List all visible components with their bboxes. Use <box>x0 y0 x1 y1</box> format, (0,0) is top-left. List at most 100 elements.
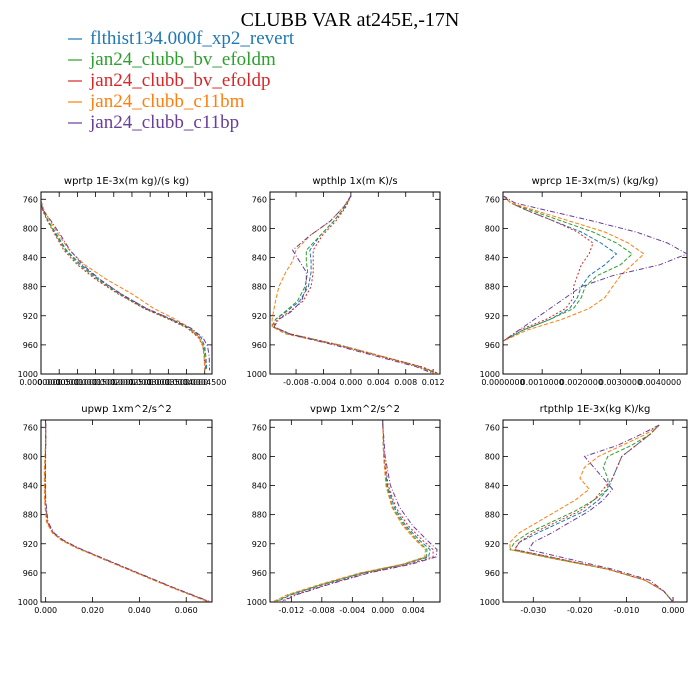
xtick-label: 0.0030000 <box>599 378 642 387</box>
series-line-1 <box>503 195 633 342</box>
legend: flthist134.000f_xp2_revertjan24_clubb_bv… <box>68 28 295 133</box>
ytick-label: 1000 <box>480 598 500 607</box>
series-line-3 <box>271 195 437 374</box>
panel-2: wprcp 1E-3x(m/s) (kg/kg) 760 800 840 880 920 9… <box>480 176 688 387</box>
series-line-2 <box>503 195 594 342</box>
panel-4: vpwp 1xm^2/s^2 760 800 840 880 920 960 1000 -0.0… <box>247 404 441 615</box>
ytick-label: 800 <box>252 224 267 233</box>
panel-frame-2 <box>502 191 688 375</box>
panel-1: wpthlp 1x(m K)/s 760 800 840 880 920 960 1000 -0… <box>247 176 445 387</box>
legend-label-3: jan24_clubb_c11bm <box>89 91 245 112</box>
ytick-label: 1000 <box>247 370 267 379</box>
xtick-label: 0.0003500 <box>147 378 190 387</box>
xtick-label: 0.012 <box>422 378 445 387</box>
xtick-label: 0.0001000 <box>56 378 99 387</box>
panel-title-0: wprtp 1E-3x(m kg)/(s kg) <box>64 176 189 187</box>
panels-grid: wprtp 1E-3x(m kg)/(s kg) 760 800 840 880 920 9… <box>18 176 688 615</box>
xtick-label: -0.008 <box>309 606 335 615</box>
series-line-3 <box>41 200 206 371</box>
xtick-label: 0.0000500 <box>38 378 81 387</box>
series-line-4 <box>44 423 211 602</box>
ytick-label: 920 <box>485 312 500 321</box>
series-line-2 <box>44 423 211 602</box>
ytick-label: 840 <box>252 254 267 263</box>
panel-frame-5 <box>502 419 688 603</box>
legend-label-0: flthist134.000f_xp2_revert <box>90 28 295 49</box>
series-line-1 <box>509 424 674 602</box>
xtick-label: -0.004 <box>339 606 365 615</box>
panel-0: wprtp 1E-3x(m kg)/(s kg) 760 800 840 880 920 9… <box>18 176 227 387</box>
ytick-label: 880 <box>23 511 38 520</box>
xtick-label: -0.010 <box>614 606 640 615</box>
ytick-label: 960 <box>23 341 38 350</box>
ytick-label: 920 <box>252 312 267 321</box>
ytick-label: 920 <box>23 540 38 549</box>
series-line-0 <box>271 195 439 374</box>
series-line-1 <box>43 423 210 602</box>
panel-frame-4 <box>269 419 441 603</box>
xtick-label: 0.0000000 <box>19 378 62 387</box>
xtick-label: 0.0002500 <box>110 378 153 387</box>
xtick-label: 0.004 <box>402 606 425 615</box>
series-line-0 <box>503 195 618 342</box>
xtick-label: 0.0020000 <box>560 378 603 387</box>
ytick-label: 1000 <box>18 598 38 607</box>
series-line-0 <box>44 423 210 602</box>
panel-3: upwp 1xm^2/s^2 760 800 840 880 920 960 10000.00… <box>18 404 213 615</box>
panel-5: rtpthlp 1E-3x(kg K)/kg 760 800 840 880 920 960… <box>480 404 688 615</box>
series-line-3 <box>503 195 645 342</box>
ytick-label: 840 <box>252 482 267 491</box>
ytick-label: 800 <box>485 452 500 461</box>
xtick-label: 0.0001500 <box>74 378 117 387</box>
series-line-2 <box>272 195 440 374</box>
series-line-4 <box>503 195 687 342</box>
series-line-1 <box>41 200 206 371</box>
series-line-3 <box>43 423 209 602</box>
legend-label-4: jan24_clubb_c11bp <box>89 112 239 133</box>
panel-frame-1 <box>269 191 441 375</box>
xtick-label: 0.000 <box>371 606 394 615</box>
ytick-label: 840 <box>485 482 500 491</box>
panel-frame-0 <box>40 191 213 375</box>
panel-title-3: upwp 1xm^2/s^2 <box>81 404 171 415</box>
series-line-4 <box>527 424 674 602</box>
xtick-label: 0.000 <box>662 606 685 615</box>
panel-title-2: wprcp 1E-3x(m/s) (kg/kg) <box>532 176 659 187</box>
series-line-2 <box>41 200 206 371</box>
ytick-label: 840 <box>485 254 500 263</box>
xtick-label: 0.000 <box>34 606 57 615</box>
series-line-3 <box>272 423 427 602</box>
ytick-label: 800 <box>23 224 38 233</box>
ytick-label: 960 <box>485 569 500 578</box>
xtick-label: 0.000 <box>339 378 362 387</box>
ytick-label: 760 <box>23 195 38 204</box>
xtick-label: 0.0000000 <box>481 378 524 387</box>
xtick-label: 0.0040000 <box>638 378 681 387</box>
ytick-label: 880 <box>485 511 500 520</box>
ytick-label: 800 <box>23 452 38 461</box>
ytick-label: 1000 <box>18 370 38 379</box>
ytick-label: 760 <box>252 195 267 204</box>
ytick-label: 880 <box>485 283 500 292</box>
ytick-label: 800 <box>485 224 500 233</box>
xtick-label: 0.0002000 <box>92 378 135 387</box>
series-line-4 <box>41 200 210 371</box>
xtick-label: 0.0004000 <box>165 378 208 387</box>
xtick-label: 0.008 <box>394 378 417 387</box>
xtick-label: -0.004 <box>311 378 337 387</box>
legend-label-1: jan24_clubb_bv_efoldm <box>89 49 276 70</box>
series-line-0 <box>513 424 674 602</box>
xtick-label: -0.008 <box>283 378 309 387</box>
ytick-label: 960 <box>485 341 500 350</box>
series-line-1 <box>274 423 428 602</box>
ytick-label: 920 <box>252 540 267 549</box>
ytick-label: 960 <box>252 341 267 350</box>
series-line-2 <box>513 424 674 602</box>
ytick-label: 760 <box>485 423 500 432</box>
ytick-label: 920 <box>485 540 500 549</box>
xtick-label: -0.020 <box>567 606 593 615</box>
legend-label-2: jan24_clubb_bv_efoldp <box>89 70 270 91</box>
panel-title-1: wpthlp 1x(m K)/s <box>312 176 397 187</box>
figure-title: CLUBB VAR at245E,-17N <box>241 9 460 31</box>
